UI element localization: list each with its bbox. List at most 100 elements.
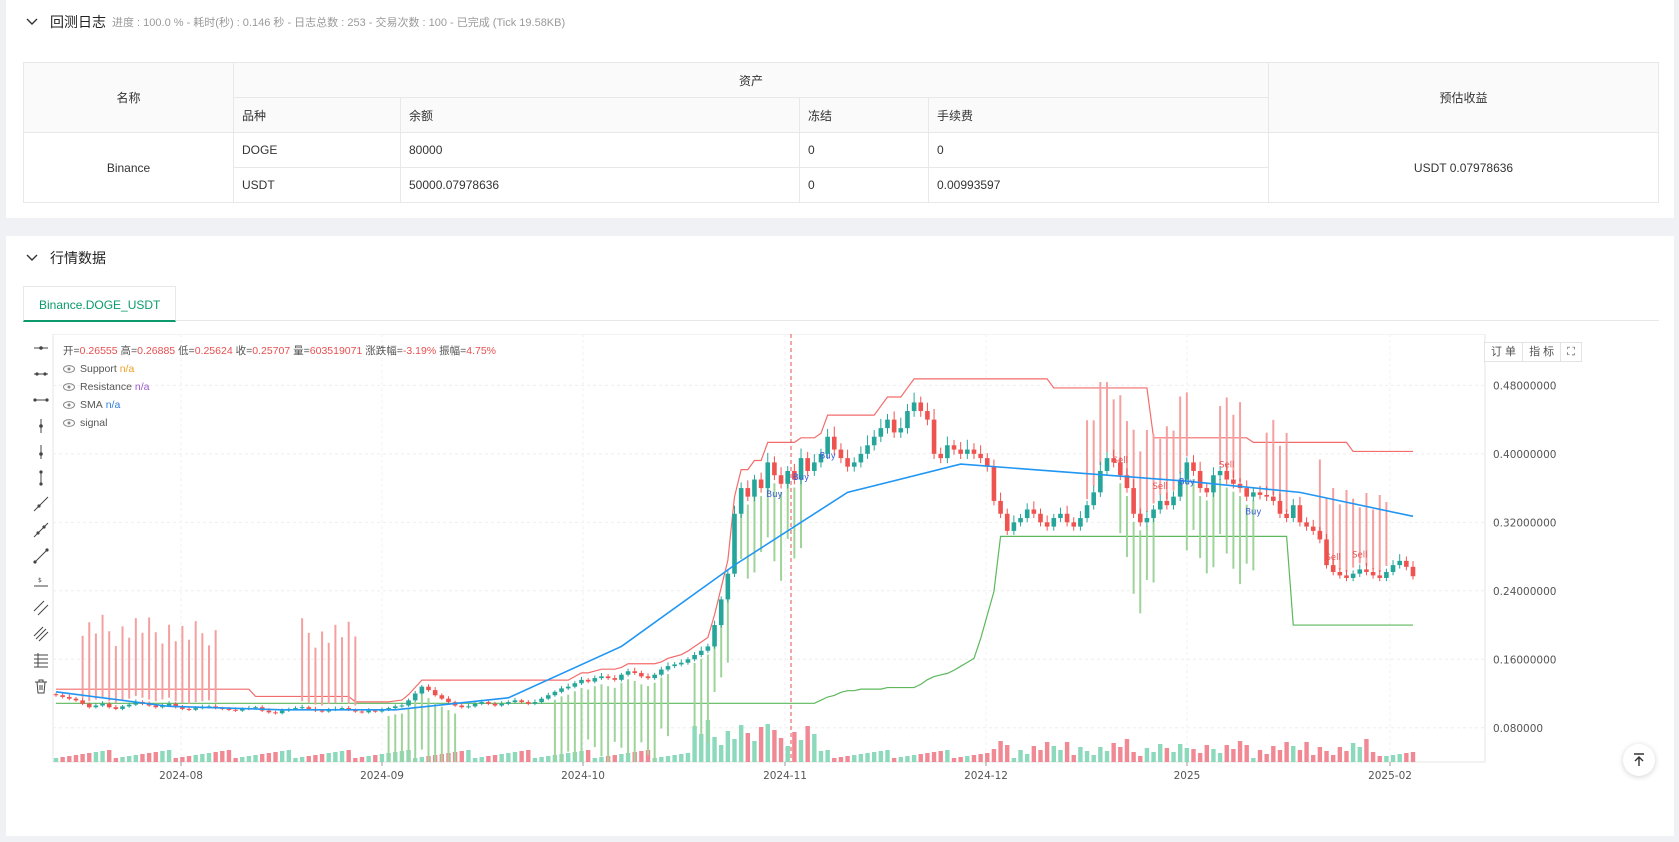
header-fee: 手续费 xyxy=(928,97,1269,133)
volume-bar xyxy=(659,757,664,762)
volume-bar xyxy=(100,751,105,762)
candle xyxy=(479,702,485,704)
orders-button[interactable]: 订 单 xyxy=(1484,342,1524,362)
trash-icon[interactable] xyxy=(33,678,49,694)
horizontal-ray-icon[interactable] xyxy=(33,340,49,356)
balance-cell: 80000 xyxy=(400,132,800,168)
volume-bar xyxy=(1217,753,1223,762)
volume-bar xyxy=(1184,748,1190,762)
kline-chart[interactable]: $ 0.48000000 0.40000000 0.32000000 0.240000… xyxy=(23,334,1659,828)
volume-bar xyxy=(951,758,957,762)
candle xyxy=(1018,518,1023,523)
volume-bar xyxy=(1284,742,1289,762)
vertical-segment-icon[interactable] xyxy=(33,470,49,486)
volume-bar xyxy=(466,750,471,762)
indicators-button[interactable]: 指 标 xyxy=(1522,342,1562,362)
backtest-log-header[interactable]: 回测日志 进度 : 100.0 % - 耗时(秒) : 0.146 秒 - 日志… xyxy=(24,10,565,34)
chevron-down-icon[interactable] xyxy=(24,14,40,30)
volume-bar xyxy=(1138,756,1143,762)
close-value: 0.25707 xyxy=(252,345,291,357)
volume-bar xyxy=(1357,747,1362,762)
ray-icon[interactable] xyxy=(33,496,49,512)
price-line-icon[interactable]: $ xyxy=(33,574,49,590)
volume-bar xyxy=(160,751,165,762)
backtest-log-panel: 回测日志 进度 : 100.0 % - 耗时(秒) : 0.146 秒 - 日志… xyxy=(6,0,1674,218)
candle xyxy=(678,662,684,665)
volume-bar xyxy=(845,756,850,762)
legend-signal[interactable]: signal xyxy=(63,414,496,432)
volume-bar xyxy=(73,755,79,762)
segment-icon[interactable] xyxy=(33,548,49,564)
trend-line-icon[interactable] xyxy=(33,522,49,538)
candle xyxy=(1111,458,1116,463)
volume-bar xyxy=(206,753,212,762)
volume-bar xyxy=(1397,754,1402,762)
volume-bar xyxy=(1410,752,1416,762)
eye-icon[interactable] xyxy=(63,419,75,427)
date-tick-label: 2024-12 xyxy=(964,770,1008,782)
market-data-header[interactable]: 行情数据 xyxy=(24,246,106,270)
vertical-line-icon[interactable] xyxy=(33,444,49,460)
legend-resistance[interactable]: Resistance n/a xyxy=(63,378,496,396)
volume-bar xyxy=(1277,750,1283,762)
candle xyxy=(346,708,351,710)
volume-bar xyxy=(965,756,970,762)
fibonacci-icon[interactable] xyxy=(33,652,49,668)
candle xyxy=(1091,492,1097,506)
vertical-ray-icon[interactable] xyxy=(33,418,49,434)
eye-icon[interactable] xyxy=(63,401,75,409)
candle xyxy=(1330,565,1336,572)
volume-bar xyxy=(692,726,697,762)
candle xyxy=(818,453,824,463)
volume-bar xyxy=(87,753,92,762)
volume-bar xyxy=(67,756,72,762)
volume-bar xyxy=(346,750,351,762)
volume-bar xyxy=(758,727,764,762)
horizontal-segment-icon[interactable] xyxy=(33,392,49,408)
volume-bar xyxy=(599,757,604,762)
legend-support[interactable]: Support n/a xyxy=(63,360,496,378)
legend-sma[interactable]: SMA n/a xyxy=(63,396,496,414)
candle xyxy=(565,686,571,689)
candle xyxy=(1284,513,1289,519)
candle xyxy=(1277,500,1283,514)
volume-bar xyxy=(539,757,544,762)
candle xyxy=(1364,569,1369,572)
volume-bar xyxy=(1171,752,1176,762)
volume-bar xyxy=(200,754,205,762)
fullscreen-button[interactable]: ⛶ xyxy=(1560,342,1582,362)
volume-bar xyxy=(1337,747,1343,762)
volume-bar xyxy=(1244,745,1249,762)
volume-bar xyxy=(619,754,624,762)
volume-bar xyxy=(1124,739,1130,762)
eye-icon[interactable] xyxy=(63,383,75,391)
horizontal-line-icon[interactable] xyxy=(33,366,49,382)
volume-bar xyxy=(1211,749,1216,762)
volume-bar xyxy=(479,757,484,762)
price-channel-icon[interactable] xyxy=(33,626,49,642)
candle xyxy=(945,445,950,459)
parallel-channel-icon[interactable] xyxy=(33,600,49,616)
candle xyxy=(432,690,438,696)
candle xyxy=(126,704,132,707)
candle xyxy=(386,708,391,710)
candle xyxy=(426,686,431,691)
candle xyxy=(885,419,890,429)
candle xyxy=(1224,470,1230,480)
volume-bar xyxy=(1344,751,1349,762)
volume-bar xyxy=(679,754,684,762)
volume-bar xyxy=(625,753,631,762)
chart-legend: 开=0.26555 高=0.26885 低=0.25624 收=0.25707 … xyxy=(63,342,496,432)
eye-icon[interactable] xyxy=(63,365,75,373)
candle xyxy=(599,676,604,679)
candle xyxy=(1350,573,1356,578)
chevron-down-icon[interactable] xyxy=(24,250,40,266)
candlestick-plot[interactable]: 0.48000000 0.40000000 0.32000000 0.24000000… xyxy=(23,334,1659,828)
tab-binance-doge-usdt[interactable]: Binance.DOGE_USDT xyxy=(23,286,177,322)
volume-bar xyxy=(526,750,531,762)
candle xyxy=(1271,496,1276,501)
candle xyxy=(572,683,578,687)
volume-bar xyxy=(486,756,491,762)
back-to-top-button[interactable] xyxy=(1623,744,1655,776)
header-symbol: 品种 xyxy=(233,97,401,133)
